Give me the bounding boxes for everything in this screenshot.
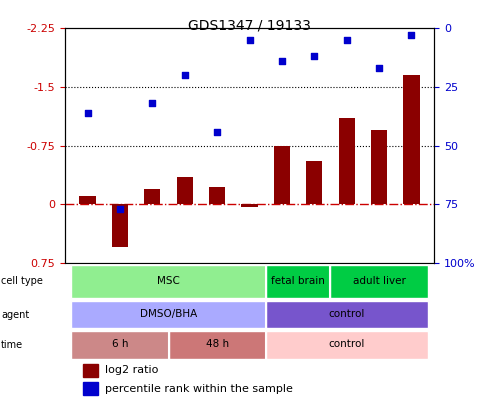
Text: adult liver: adult liver [353, 275, 406, 286]
Text: DMSO/BHA: DMSO/BHA [140, 309, 197, 319]
Bar [79, 196, 96, 204]
FancyBboxPatch shape [265, 265, 330, 298]
Text: log2 ratio: log2 ratio [105, 365, 159, 375]
Text: fetal brain: fetal brain [271, 275, 325, 286]
Bar [83, 382, 98, 395]
Point [408, 32, 416, 38]
Bar [112, 204, 128, 247]
Text: 6 h: 6 h [112, 339, 128, 350]
Bar [83, 364, 98, 377]
Bar [339, 118, 355, 204]
Text: 48 h: 48 h [206, 339, 229, 350]
Point [148, 100, 156, 107]
Bar [209, 187, 225, 204]
Point [375, 65, 383, 71]
Bar [403, 75, 420, 204]
FancyBboxPatch shape [330, 265, 428, 298]
Text: time: time [1, 340, 23, 350]
Text: MSC: MSC [157, 275, 180, 286]
Point [213, 128, 221, 135]
FancyBboxPatch shape [265, 301, 428, 328]
FancyBboxPatch shape [71, 331, 169, 358]
Bar [177, 177, 193, 204]
Text: cell type: cell type [1, 276, 43, 286]
FancyBboxPatch shape [265, 331, 428, 358]
Text: control: control [328, 339, 365, 350]
FancyBboxPatch shape [71, 301, 265, 328]
Bar [274, 146, 290, 204]
Text: percentile rank within the sample: percentile rank within the sample [105, 384, 293, 394]
Point [278, 58, 286, 64]
FancyBboxPatch shape [71, 265, 265, 298]
Point [83, 109, 91, 116]
Point [181, 72, 189, 79]
Point [343, 37, 351, 43]
Bar [306, 161, 322, 204]
Bar [144, 189, 160, 204]
Point [116, 206, 124, 212]
Point [310, 53, 318, 60]
FancyBboxPatch shape [169, 331, 265, 358]
Bar [371, 130, 387, 204]
Text: agent: agent [1, 310, 29, 320]
Text: control: control [328, 309, 365, 319]
Text: GDS1347 / 19133: GDS1347 / 19133 [188, 18, 311, 32]
Point [246, 37, 253, 43]
Bar [242, 204, 257, 207]
